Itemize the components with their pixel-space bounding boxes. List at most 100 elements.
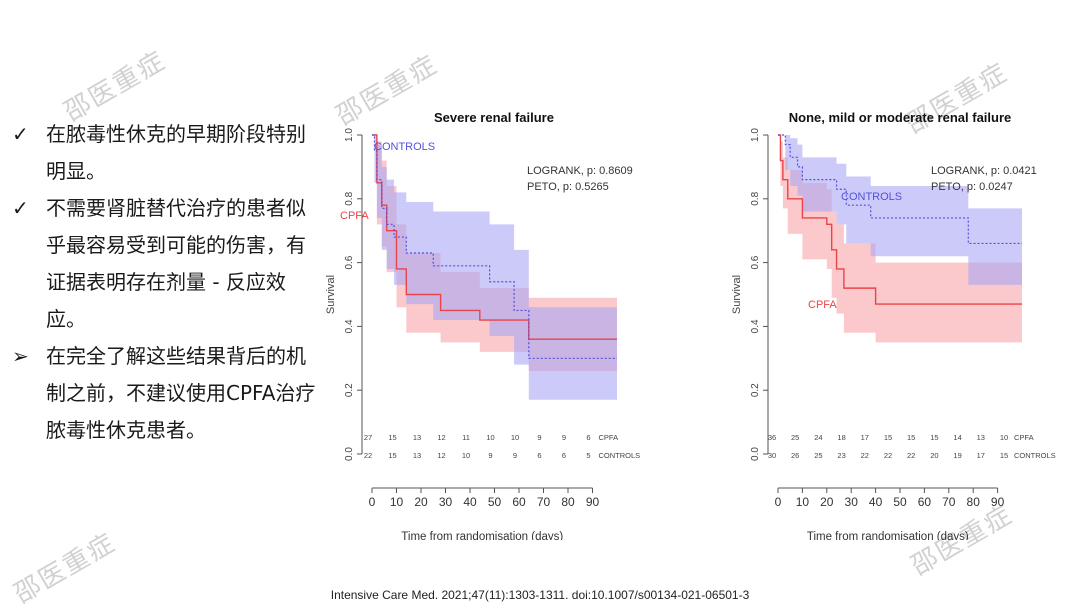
risk-row-label-controls: CONTROLS (1014, 451, 1056, 460)
stat-text: PETO, p: 0.0247 (931, 181, 1013, 193)
risk-count-cpfa: 15 (884, 433, 892, 442)
bullet-item: ✓ 不需要肾脏替代治疗的患者似乎最容易受到可能的伤害，有证据表明存在剂量 - 反… (12, 190, 317, 338)
x-tick-label: 80 (967, 495, 981, 509)
risk-count-cpfa: 14 (953, 433, 961, 442)
risk-count-cpfa: 25 (791, 433, 799, 442)
risk-count-cpfa: 10 (486, 433, 494, 442)
x-tick-label: 0 (369, 495, 376, 509)
x-axis-label: Time from randomisation (days) (401, 531, 563, 540)
risk-count-cpfa: 9 (537, 433, 541, 442)
check-icon: ✓ (12, 196, 29, 220)
bullet-list: ✓ 在脓毒性休克的早期阶段特别明显。 ✓ 不需要肾脏替代治疗的患者似乎最容易受到… (12, 116, 317, 449)
bullet-item: ✓ 在脓毒性休克的早期阶段特别明显。 (12, 116, 317, 190)
risk-count-controls: 9 (513, 451, 517, 460)
risk-count-controls: 13 (413, 451, 421, 460)
risk-count-cpfa: 12 (437, 433, 445, 442)
x-tick-label: 40 (463, 495, 477, 509)
x-tick-label: 50 (488, 495, 502, 509)
risk-count-controls: 15 (388, 451, 396, 460)
risk-count-cpfa: 15 (907, 433, 915, 442)
chart-title: None, mild or moderate renal failure (789, 110, 1012, 125)
cpfa-label: CPFA (340, 210, 369, 222)
risk-count-controls: 19 (953, 451, 961, 460)
x-tick-label: 50 (893, 495, 907, 509)
risk-count-cpfa: 27 (364, 433, 372, 442)
cpfa-survival-line (372, 134, 617, 340)
y-tick-label: 0.4 (344, 319, 355, 333)
x-tick-label: 30 (845, 495, 859, 509)
risk-count-cpfa: 13 (977, 433, 985, 442)
risk-count-cpfa: 11 (462, 433, 470, 442)
x-tick-label: 80 (561, 495, 575, 509)
cpfa-confidence-band (778, 135, 1022, 343)
risk-row-label-cpfa: CPFA (1014, 433, 1034, 442)
risk-count-controls: 22 (884, 451, 892, 460)
x-tick-label: 10 (796, 495, 810, 509)
citation: Intensive Care Med. 2021;47(11):1303-131… (330, 588, 750, 602)
risk-count-controls: 30 (768, 451, 776, 460)
x-tick-label: 70 (537, 495, 551, 509)
controls-confidence-band (778, 135, 1022, 285)
x-tick-label: 20 (414, 495, 428, 509)
risk-count-cpfa: 15 (388, 433, 396, 442)
y-tick-label: 0.0 (750, 447, 761, 461)
risk-row-label-cpfa: CPFA (599, 433, 619, 442)
cpfa-survival-line (778, 134, 1022, 305)
risk-count-controls: 20 (930, 451, 938, 460)
risk-count-controls: 9 (488, 451, 492, 460)
km-chart-severe: Severe renal failure 0.0 0.2 0.4 0.6 0.8 1.0 Su… (325, 110, 641, 540)
stat-text: LOGRANK, p: 0.8609 (527, 165, 633, 177)
controls-survival-line (778, 134, 1022, 245)
risk-count-controls: 26 (791, 451, 799, 460)
y-tick-label: 1.0 (750, 128, 761, 142)
x-tick-label: 60 (512, 495, 526, 509)
risk-row-label-controls: CONTROLS (599, 451, 641, 460)
y-axis-label: Survival (325, 275, 337, 314)
y-tick-label: 0.0 (344, 447, 355, 461)
risk-count-controls: 6 (562, 451, 566, 460)
risk-count-controls: 22 (861, 451, 869, 460)
x-tick-label: 10 (390, 495, 404, 509)
check-icon: ✓ (12, 122, 29, 146)
risk-count-controls: 5 (586, 451, 590, 460)
chart-title: Severe renal failure (434, 110, 554, 125)
y-tick-label: 0.6 (750, 255, 761, 269)
y-tick-label: 1.0 (344, 128, 355, 142)
x-tick-label: 30 (439, 495, 453, 509)
x-tick-label: 0 (775, 495, 782, 509)
risk-count-controls: 23 (837, 451, 845, 460)
risk-count-cpfa: 18 (837, 433, 845, 442)
y-tick-label: 0.6 (344, 255, 355, 269)
risk-count-controls: 10 (462, 451, 470, 460)
bullet-text: 在脓毒性休克的早期阶段特别明显。 (46, 122, 306, 183)
x-tick-label: 90 (586, 495, 600, 509)
risk-count-controls: 25 (814, 451, 822, 460)
km-chart-mild: None, mild or moderate renal failure 0.0 0… (731, 110, 1056, 540)
controls-label: CONTROLS (841, 191, 902, 203)
x-tick-label: 60 (918, 495, 932, 509)
x-axis-label: Time from randomisation (days) (807, 531, 969, 540)
y-tick-label: 0.8 (750, 191, 761, 205)
y-tick-label: 0.8 (344, 191, 355, 205)
risk-count-cpfa: 10 (511, 433, 519, 442)
x-tick-label: 70 (942, 495, 956, 509)
y-tick-label: 0.4 (750, 319, 761, 333)
y-tick-label: 0.2 (750, 383, 761, 397)
x-tick-label: 40 (869, 495, 883, 509)
x-tick-label: 90 (991, 495, 1005, 509)
risk-count-controls: 22 (907, 451, 915, 460)
y-tick-label: 0.2 (344, 383, 355, 397)
risk-count-cpfa: 24 (814, 433, 822, 442)
risk-count-controls: 15 (1000, 451, 1008, 460)
risk-count-controls: 17 (977, 451, 985, 460)
risk-count-controls: 22 (364, 451, 372, 460)
risk-count-cpfa: 6 (586, 433, 590, 442)
bullet-item: ➢ 在完全了解这些结果背后的机制之前，不建议使用CPFA治疗脓毒性休克患者。 (12, 338, 317, 449)
controls-label: CONTROLS (374, 141, 435, 153)
y-axis-label: Survival (731, 275, 743, 314)
bullet-text: 在完全了解这些结果背后的机制之前，不建议使用CPFA治疗脓毒性休克患者。 (46, 344, 316, 442)
risk-count-cpfa: 9 (562, 433, 566, 442)
risk-count-cpfa: 10 (1000, 433, 1008, 442)
arrow-bullet-icon: ➢ (12, 344, 29, 368)
stat-text: LOGRANK, p: 0.0421 (931, 165, 1037, 177)
